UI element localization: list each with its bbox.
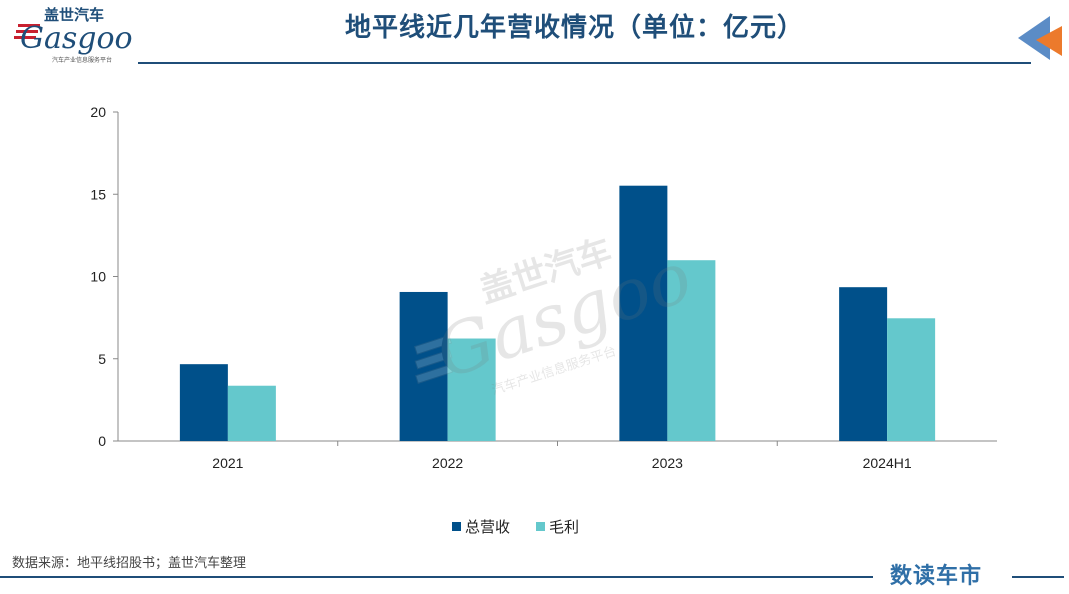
chart-legend: 总营收 毛利 — [452, 518, 579, 536]
bar-gross-profit — [667, 260, 716, 441]
y-tick-label: 10 — [90, 269, 106, 285]
data-source-note: 数据来源：地平线招股书；盖世汽车整理 — [12, 556, 247, 571]
footer-brand: 数读车市 — [890, 564, 983, 589]
bar-revenue — [399, 291, 448, 441]
legend-swatch — [452, 522, 461, 531]
legend-label: 总营收 — [465, 518, 510, 536]
bar-gross-profit — [447, 338, 496, 441]
legend-label: 毛利 — [549, 518, 579, 536]
arrow-left-icon — [1016, 14, 1064, 64]
bar-gross-profit — [887, 318, 936, 441]
y-tick-label: 20 — [90, 104, 106, 120]
y-tick-label: 0 — [98, 433, 106, 449]
bar-revenue — [839, 287, 888, 441]
bar-gross-profit — [227, 385, 276, 441]
footer-divider-left — [0, 576, 873, 578]
chart-bars — [179, 185, 936, 441]
bar-revenue — [619, 185, 668, 441]
footer-divider-right — [1012, 576, 1064, 578]
x-tick-label: 2022 — [432, 455, 463, 471]
logo-brand-en: Gasgoo — [20, 21, 133, 56]
chart-labels: 0 5 10 15 20 2021 2022 2023 2024H1 — [90, 104, 911, 471]
logo-tagline: 汽车产业信息服务平台 — [52, 56, 112, 64]
title-divider — [138, 62, 1031, 64]
y-tick-label: 5 — [98, 351, 106, 367]
gasgoo-logo: 盖世汽车 Gasgoo 汽车产业信息服务平台 — [14, 6, 154, 64]
x-tick-label: 2021 — [212, 455, 243, 471]
y-tick-label: 15 — [90, 186, 106, 202]
legend-swatch — [536, 522, 545, 531]
x-tick-label: 2024H1 — [863, 455, 912, 471]
bar-revenue — [179, 364, 228, 441]
page-title: 地平线近几年营收情况（单位：亿元） — [344, 13, 804, 43]
logo-brand-cn: 盖世汽车 — [44, 6, 104, 24]
x-tick-label: 2023 — [652, 455, 683, 471]
